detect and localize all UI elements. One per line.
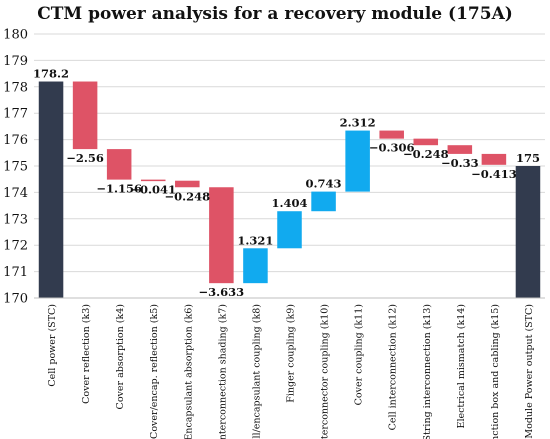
data-label: 178.2 [33,67,69,81]
increase-bar [345,130,370,192]
decrease-bar [413,138,439,146]
data-label: −1.156 [96,182,142,196]
category-label: Cover absorption (k4) [115,304,126,409]
increase-bar [277,211,302,249]
category-label: Junction box and cabling (k15) [490,304,501,439]
category-label: String interconnection (k13) [422,304,433,439]
category-label: Cell power (STC) [47,304,58,387]
data-label: −3.633 [199,285,245,299]
category-label: Cover/encap. reflection (k5) [149,304,160,439]
y-tick-label: 179 [3,54,28,69]
label-layer: 178.2−2.56−1.156−0.041−0.248−3.6331.3211… [33,67,540,300]
axis-layer: 170 171 172 173 174 175 176 177 178 179 180 Cell po… [3,28,545,439]
data-label: 1.321 [237,233,273,247]
data-label: −0.041 [130,183,176,197]
data-label: 1.404 [271,196,307,210]
chart-title: CTM power analysis for a recovery module… [37,4,513,24]
data-label: −2.56 [66,151,104,165]
category-label: Cover reflection (k3) [81,304,92,404]
data-label: −0.413 [471,167,517,181]
decrease-bar [140,179,166,182]
decrease-bar [106,149,132,180]
decrease-bar [481,153,507,165]
data-label: −0.306 [369,141,415,155]
category-label: Module Power output (STC) [524,304,535,439]
category-label: Cell interconnection (k12) [388,304,399,430]
y-tick-label: 180 [3,28,28,43]
y-tick-label: 176 [3,133,28,148]
category-label: Cover coupling (k11) [354,304,365,405]
y-tick-label: 171 [3,265,28,280]
category-label: Cell/encapsulant coupling (k8) [251,304,262,439]
decrease-bar [72,81,98,150]
decrease-bar [175,180,200,188]
y-tick-label: 172 [3,239,28,254]
y-tick-label: 175 [3,160,28,175]
data-label: 175 [516,151,540,165]
y-tick-label: 173 [3,212,28,227]
y-tick-label: 177 [3,107,28,122]
y-tick-label: 174 [3,186,28,201]
data-label: 0.743 [306,177,342,191]
y-tick-label: 178 [3,80,28,95]
total-bar [38,81,64,299]
data-label: 2.312 [340,116,376,130]
category-label: Electrical mismatch (k14) [456,304,467,428]
decrease-bar [379,130,404,139]
category-label: Interconnector coupling (k10) [320,304,331,439]
increase-bar [311,191,336,212]
data-label: −0.33 [441,156,479,170]
category-label: Finger coupling (k9) [286,304,297,403]
decrease-bar [447,145,473,154]
total-bar [515,166,541,298]
y-tick-label: 170 [3,292,28,307]
data-label: −0.248 [403,147,449,161]
bar-layer [38,81,541,299]
category-label: Encapsulant absorption (k6) [183,304,194,439]
decrease-bar [209,187,234,284]
increase-bar [243,248,268,284]
category-label: Interconnection shading (k7) [217,304,228,439]
data-label: −0.248 [164,189,210,203]
